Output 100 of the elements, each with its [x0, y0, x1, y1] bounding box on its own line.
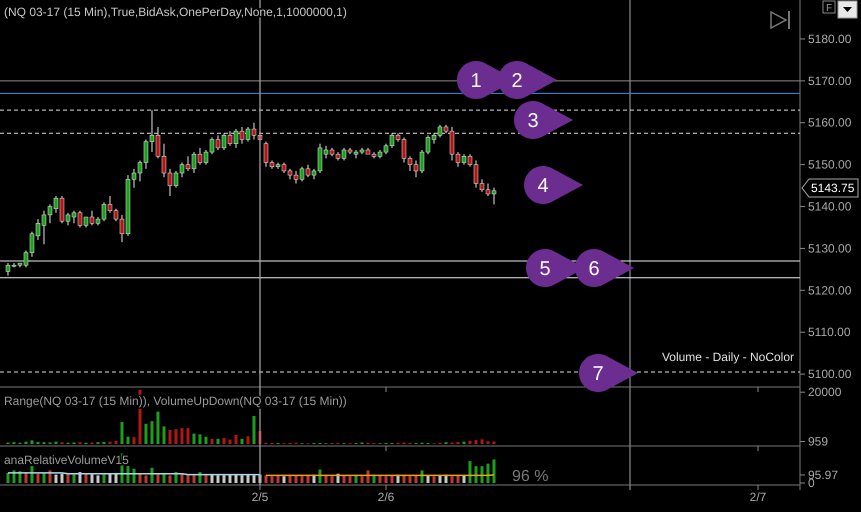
- bar: [228, 440, 232, 444]
- bar: [144, 475, 148, 483]
- y-tick-label: 5100.00: [808, 367, 852, 382]
- bar: [222, 438, 226, 444]
- bar: [240, 475, 244, 483]
- bar: [54, 474, 58, 483]
- y-tick-label: 5130.00: [808, 241, 852, 256]
- y-tick-label: 5150.00: [808, 158, 852, 172]
- bar: [162, 426, 166, 444]
- bar: [456, 475, 460, 483]
- bar: [156, 474, 160, 483]
- bar: [6, 472, 10, 483]
- y-tick-label: 5160.00: [808, 116, 852, 130]
- bar: [216, 475, 220, 483]
- x-tick-label: 2/5: [252, 490, 269, 504]
- bar: [324, 475, 328, 483]
- annotation: 2: [511, 70, 523, 92]
- annotation: Volume - Daily - NoColor: [662, 350, 794, 364]
- bar: [114, 440, 118, 444]
- bar: [474, 440, 478, 444]
- bar: [42, 472, 46, 483]
- bar: [468, 461, 472, 483]
- bar: [192, 475, 196, 483]
- annotation: 6: [588, 258, 600, 280]
- bar: [276, 475, 280, 483]
- bar: [96, 475, 100, 483]
- bar: [168, 430, 172, 444]
- bar: [462, 475, 466, 483]
- bar: [216, 438, 220, 444]
- bar: [60, 474, 64, 483]
- bar: [384, 476, 388, 483]
- text: 5143.75: [811, 181, 855, 195]
- bar: [390, 475, 394, 483]
- bar: [180, 428, 184, 444]
- bar: [450, 476, 454, 483]
- bar: [330, 476, 334, 483]
- bar: [438, 475, 442, 483]
- bar: [480, 466, 484, 483]
- bar: [468, 440, 472, 444]
- bar: [246, 436, 250, 444]
- bar: [126, 436, 130, 444]
- bar: [408, 476, 412, 483]
- bar: [486, 464, 490, 483]
- bar: [240, 438, 244, 444]
- y-tick-label: 5170.00: [808, 74, 852, 88]
- annotation: 7: [592, 363, 604, 385]
- x-tick-label: 2/6: [378, 490, 395, 504]
- bar: [126, 466, 130, 483]
- annotation: 3: [527, 110, 539, 132]
- bar: [270, 476, 274, 483]
- bar: [348, 476, 352, 483]
- bar: [432, 476, 436, 483]
- bar: [282, 476, 286, 483]
- bar: [72, 474, 76, 483]
- bar: [102, 474, 106, 483]
- y-tick-label: 5180.00: [808, 32, 852, 46]
- bar: [168, 475, 172, 483]
- bar: [144, 424, 148, 444]
- bar: [204, 436, 208, 444]
- y-tick-label: 5120.00: [808, 283, 852, 298]
- bar: [210, 438, 214, 444]
- bar: [186, 474, 190, 483]
- bar: [474, 466, 478, 483]
- bar: [294, 475, 298, 483]
- bar: [378, 475, 382, 483]
- bar: [198, 434, 202, 444]
- bar: [354, 475, 358, 483]
- bar: [222, 475, 226, 483]
- annotation: 5: [539, 258, 551, 280]
- bar: [30, 440, 34, 444]
- bar: [90, 474, 94, 483]
- bar: [252, 475, 256, 483]
- y-tick-label: 5110.00: [808, 325, 851, 340]
- bar: [234, 434, 238, 444]
- bar: [426, 475, 430, 483]
- bar: [306, 475, 310, 483]
- bar: [480, 439, 484, 444]
- y-tick-label: 5140.00: [808, 200, 852, 214]
- bar: [360, 476, 364, 483]
- bar: [30, 466, 34, 483]
- y-tick-label: 20000: [808, 385, 842, 400]
- bar: [36, 474, 40, 483]
- bar: [264, 475, 268, 483]
- annotation: 4: [537, 175, 549, 197]
- bar: [486, 441, 490, 444]
- y-tick-label: 959: [808, 434, 828, 449]
- bar: [414, 475, 418, 483]
- bar: [132, 437, 136, 444]
- annotation: 1: [470, 70, 482, 92]
- bar: [252, 416, 256, 444]
- text: F: [826, 3, 832, 14]
- bar: [192, 434, 196, 444]
- bar: [300, 476, 304, 483]
- bar: [492, 459, 496, 483]
- x-tick-label: 2/7: [750, 490, 767, 504]
- bar: [174, 429, 178, 444]
- bar: [204, 475, 208, 483]
- bar: [120, 422, 124, 444]
- bar: [402, 475, 406, 483]
- bar: [186, 428, 190, 444]
